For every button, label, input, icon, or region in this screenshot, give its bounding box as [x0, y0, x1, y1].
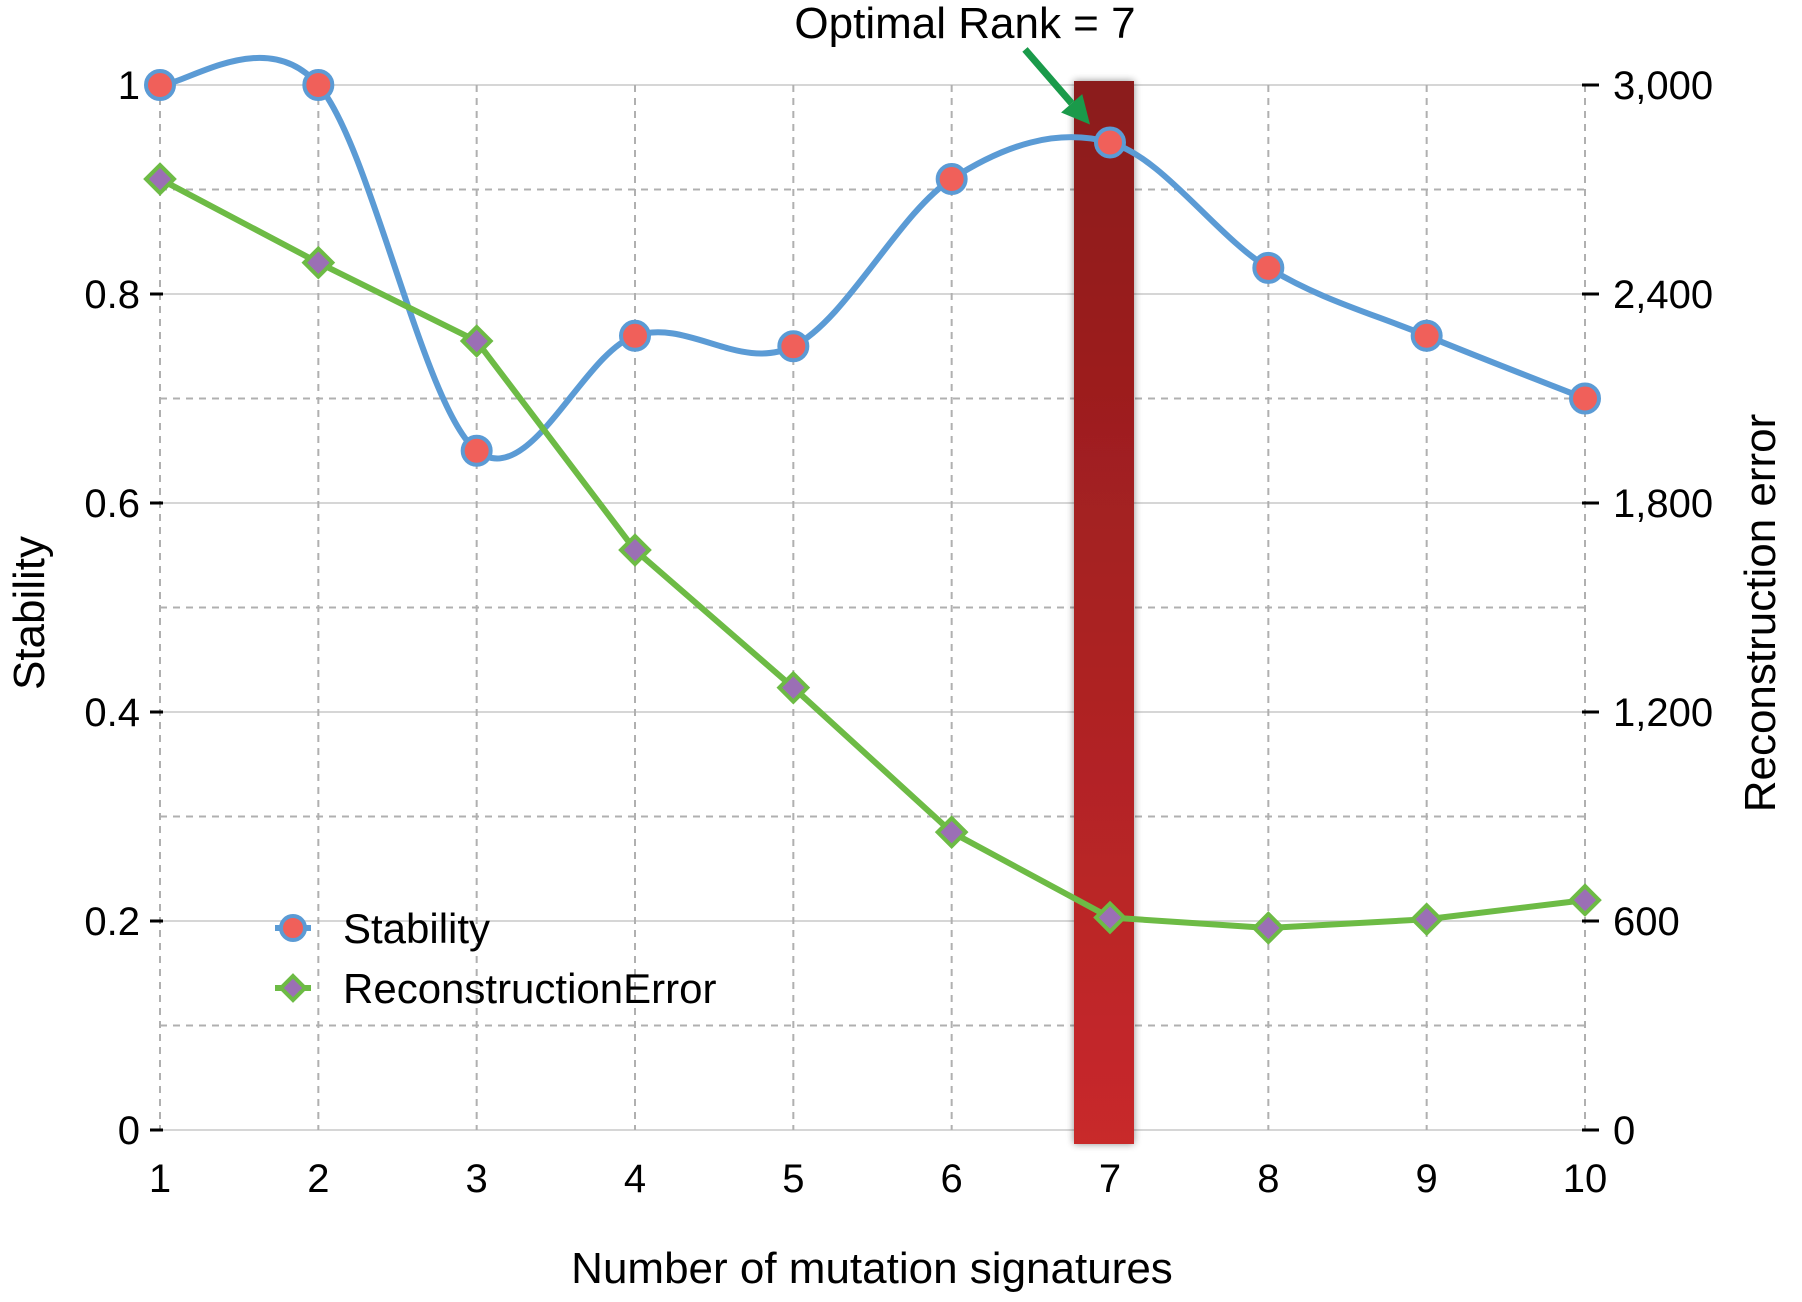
y-tick-label-left: 0.8 [84, 273, 140, 317]
y-tick-label-right: 3,000 [1613, 64, 1713, 108]
axis-titles: Number of mutation signatures Stability … [5, 414, 1785, 1293]
x-tick-label: 7 [1099, 1157, 1121, 1201]
reconstructionerror-point [143, 162, 177, 196]
x-tick-label: 6 [941, 1157, 963, 1201]
stability-point [302, 69, 335, 101]
y-tick-label-left: 0 [118, 1109, 140, 1153]
stability-point [460, 434, 493, 467]
reconstructionerror-point [618, 533, 652, 567]
x-tick-label: 9 [1416, 1157, 1438, 1201]
stability-point [144, 69, 176, 101]
y-tick-label-right: 1,800 [1613, 482, 1713, 526]
y-axis-title-left: Stability [5, 536, 54, 690]
x-tick-label: 2 [307, 1157, 329, 1201]
y-tick-label-right: 600 [1613, 900, 1680, 944]
reconstructionerror-point [1251, 911, 1286, 945]
y-tick-label-right: 1,200 [1613, 691, 1713, 735]
legend-label: ReconstructionError [343, 965, 716, 1012]
stability-point [1569, 382, 1601, 415]
optimal-rank-highlight [1074, 81, 1134, 1144]
x-tick-label: 1 [149, 1157, 171, 1201]
reconstructionerror-point [934, 815, 969, 850]
reconstructionerror-point [1093, 900, 1127, 935]
y-tick-label-right: 0 [1613, 1109, 1635, 1153]
stability-point [1094, 126, 1126, 159]
optimal-rank-label: Optimal Rank = 7 [794, 0, 1135, 48]
stability-point [1252, 251, 1285, 284]
annotation-arrow-head [1061, 94, 1090, 125]
reconstructionerror-point [1568, 883, 1602, 917]
x-tick-label: 5 [782, 1157, 804, 1201]
legend-swatch-marker [278, 973, 308, 1003]
legend-label: Stability [343, 905, 490, 952]
annotation: Optimal Rank = 7 [794, 0, 1136, 125]
stability-point [935, 163, 968, 196]
legend: Stability ReconstructionError [275, 905, 716, 1012]
stability-line [159, 54, 1587, 462]
reconstructionerror-point [301, 245, 336, 280]
x-tick-label: 10 [1563, 1157, 1608, 1201]
reconstructionerror-point [776, 670, 811, 705]
y-tick-label-left: 0.6 [84, 482, 140, 526]
reconstructionerror-point [459, 324, 494, 358]
x-tick-label: 4 [624, 1157, 646, 1201]
stability-point [619, 319, 651, 352]
highlight-bar [1074, 81, 1134, 1144]
stability-point [777, 330, 810, 363]
y-tick-label-left: 0.4 [84, 691, 140, 735]
annotation-arrow-shaft [1022, 47, 1075, 106]
x-axis-title: Number of mutation signatures [571, 1244, 1173, 1293]
x-tick-label: 3 [466, 1157, 488, 1201]
series [143, 54, 1602, 945]
y-axis-title-right: Reconstruction error [1736, 414, 1785, 813]
y-tick-label-left: 1 [118, 64, 140, 108]
y-tick-label-right: 2,400 [1613, 273, 1713, 317]
reconstructionerror-line [158, 176, 1586, 931]
x-tick-label: 8 [1257, 1157, 1279, 1201]
legend-swatch-marker [279, 914, 307, 942]
reconstructionerror-point [1409, 902, 1444, 937]
y-tick-label-left: 0.2 [84, 900, 140, 944]
stability-point [1410, 319, 1443, 352]
